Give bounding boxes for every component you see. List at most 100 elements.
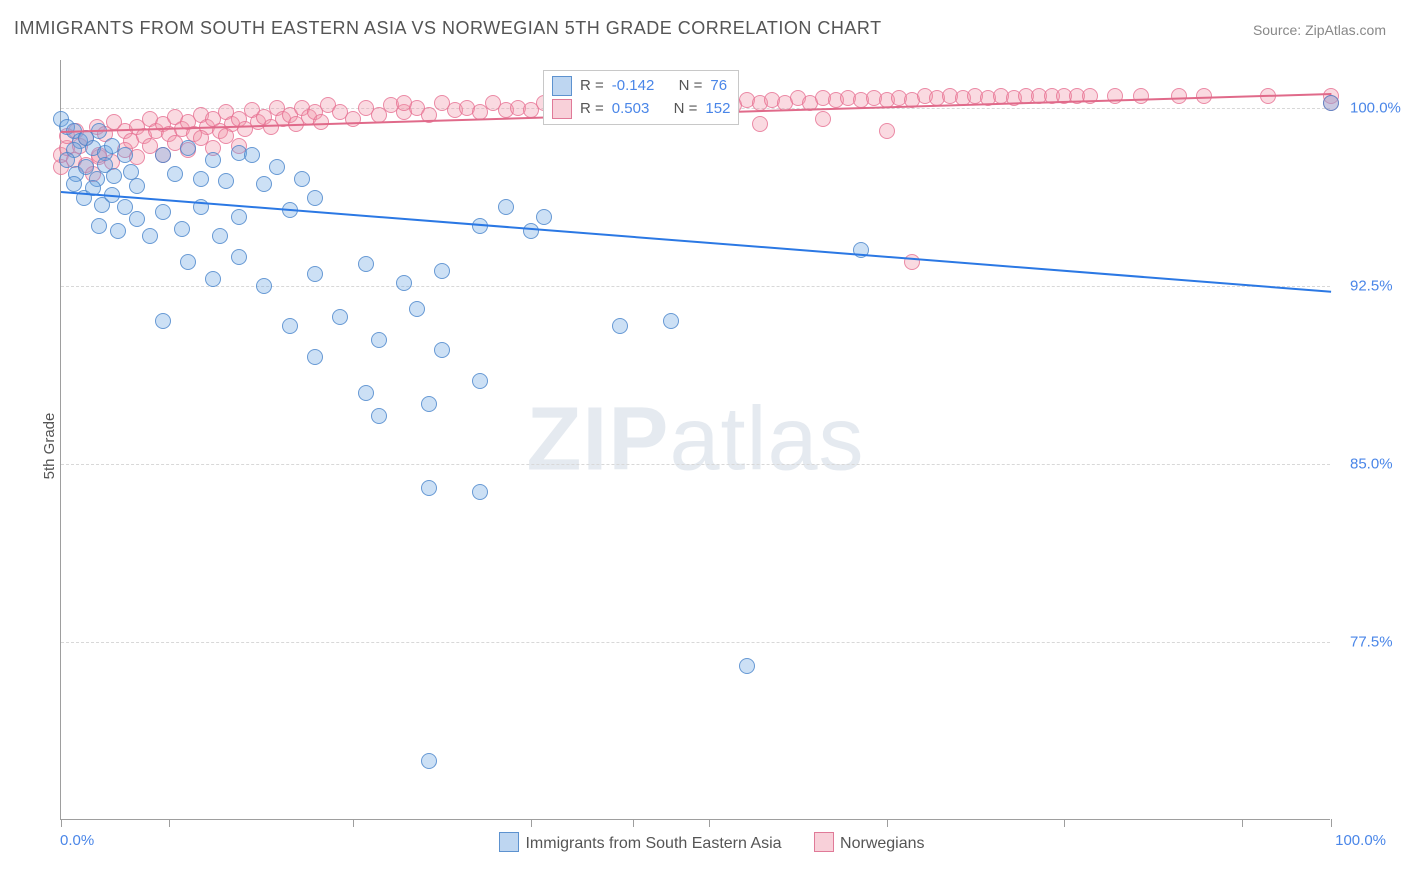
xtick bbox=[169, 819, 170, 827]
scatter-point bbox=[371, 408, 387, 424]
scatter-point bbox=[358, 256, 374, 272]
ytick-label: 100.0% bbox=[1350, 99, 1401, 116]
scatter-point bbox=[358, 385, 374, 401]
trend-line bbox=[61, 191, 1331, 293]
xtick bbox=[1331, 819, 1332, 827]
scatter-point bbox=[155, 204, 171, 220]
scatter-point bbox=[663, 313, 679, 329]
scatter-point bbox=[612, 318, 628, 334]
scatter-point bbox=[244, 147, 260, 163]
scatter-point bbox=[282, 318, 298, 334]
scatter-point bbox=[117, 199, 133, 215]
scatter-point bbox=[1323, 95, 1339, 111]
plot-area: ZIPatlas 100.0%92.5%85.0%77.5% bbox=[60, 60, 1330, 820]
scatter-point bbox=[421, 396, 437, 412]
scatter-point bbox=[167, 166, 183, 182]
scatter-point bbox=[174, 221, 190, 237]
watermark-rest: atlas bbox=[669, 389, 864, 489]
scatter-point bbox=[904, 254, 920, 270]
scatter-point bbox=[332, 309, 348, 325]
scatter-point bbox=[307, 266, 323, 282]
xtick bbox=[353, 819, 354, 827]
scatter-point bbox=[396, 95, 412, 111]
xtick bbox=[709, 819, 710, 827]
chart-title: IMMIGRANTS FROM SOUTH EASTERN ASIA VS NO… bbox=[14, 18, 882, 39]
legend-R-label: R = bbox=[580, 75, 604, 98]
scatter-point bbox=[434, 263, 450, 279]
ytick-label: 92.5% bbox=[1350, 277, 1393, 294]
series-legend: Immigrants from South Eastern Asia Norwe… bbox=[0, 832, 1406, 853]
correlation-legend: R = -0.142 N = 76 R = 0.503 N = 152 bbox=[543, 70, 739, 125]
scatter-point bbox=[91, 218, 107, 234]
legend-row-pink: R = 0.503 N = 152 bbox=[552, 98, 730, 121]
scatter-point bbox=[396, 275, 412, 291]
scatter-point bbox=[313, 114, 329, 130]
scatter-point bbox=[1171, 88, 1187, 104]
y-axis-label: 5th Grade bbox=[41, 413, 58, 480]
scatter-point bbox=[218, 173, 234, 189]
watermark: ZIPatlas bbox=[526, 388, 864, 491]
scatter-point bbox=[536, 209, 552, 225]
scatter-point bbox=[155, 147, 171, 163]
scatter-point bbox=[1133, 88, 1149, 104]
scatter-point bbox=[421, 753, 437, 769]
scatter-point bbox=[294, 171, 310, 187]
scatter-point bbox=[409, 301, 425, 317]
scatter-point bbox=[231, 249, 247, 265]
scatter-point bbox=[371, 332, 387, 348]
scatter-point bbox=[307, 190, 323, 206]
scatter-point bbox=[212, 228, 228, 244]
scatter-point bbox=[129, 178, 145, 194]
scatter-point bbox=[117, 147, 133, 163]
swatch-blue bbox=[552, 76, 572, 96]
scatter-point bbox=[739, 658, 755, 674]
xtick bbox=[887, 819, 888, 827]
source-label: Source: ZipAtlas.com bbox=[1253, 22, 1386, 38]
swatch-pink-bottom bbox=[814, 832, 834, 852]
legend-N-label: N = bbox=[679, 75, 703, 98]
legend-blue-R: -0.142 bbox=[612, 75, 655, 98]
scatter-point bbox=[231, 209, 247, 225]
scatter-point bbox=[66, 176, 82, 192]
scatter-point bbox=[523, 223, 539, 239]
watermark-bold: ZIP bbox=[526, 389, 669, 489]
legend-R-label2: R = bbox=[580, 98, 604, 121]
scatter-point bbox=[205, 271, 221, 287]
scatter-point bbox=[498, 199, 514, 215]
scatter-point bbox=[815, 111, 831, 127]
legend-pink-N: 152 bbox=[705, 98, 730, 121]
scatter-point bbox=[155, 313, 171, 329]
scatter-point bbox=[110, 223, 126, 239]
scatter-point bbox=[256, 176, 272, 192]
gridline bbox=[61, 642, 1330, 643]
xtick bbox=[61, 819, 62, 827]
swatch-blue-bottom bbox=[499, 832, 519, 852]
scatter-point bbox=[180, 254, 196, 270]
legend-row-blue: R = -0.142 N = 76 bbox=[552, 75, 730, 98]
scatter-point bbox=[142, 228, 158, 244]
scatter-point bbox=[180, 140, 196, 156]
xtick bbox=[633, 819, 634, 827]
xtick bbox=[1064, 819, 1065, 827]
scatter-point bbox=[307, 349, 323, 365]
ytick-label: 77.5% bbox=[1350, 633, 1393, 650]
scatter-point bbox=[434, 342, 450, 358]
scatter-point bbox=[879, 123, 895, 139]
legend-pink-R: 0.503 bbox=[612, 98, 650, 121]
scatter-point bbox=[472, 484, 488, 500]
scatter-point bbox=[256, 278, 272, 294]
xtick bbox=[531, 819, 532, 827]
scatter-point bbox=[193, 171, 209, 187]
scatter-point bbox=[129, 211, 145, 227]
scatter-point bbox=[205, 152, 221, 168]
legend-N-label2: N = bbox=[674, 98, 698, 121]
scatter-point bbox=[472, 373, 488, 389]
scatter-point bbox=[269, 159, 285, 175]
series-pink-label: Norwegians bbox=[840, 835, 924, 852]
scatter-point bbox=[421, 480, 437, 496]
xtick bbox=[1242, 819, 1243, 827]
series-blue-label: Immigrants from South Eastern Asia bbox=[525, 835, 781, 852]
scatter-point bbox=[106, 168, 122, 184]
scatter-point bbox=[345, 111, 361, 127]
ytick-label: 85.0% bbox=[1350, 455, 1393, 472]
